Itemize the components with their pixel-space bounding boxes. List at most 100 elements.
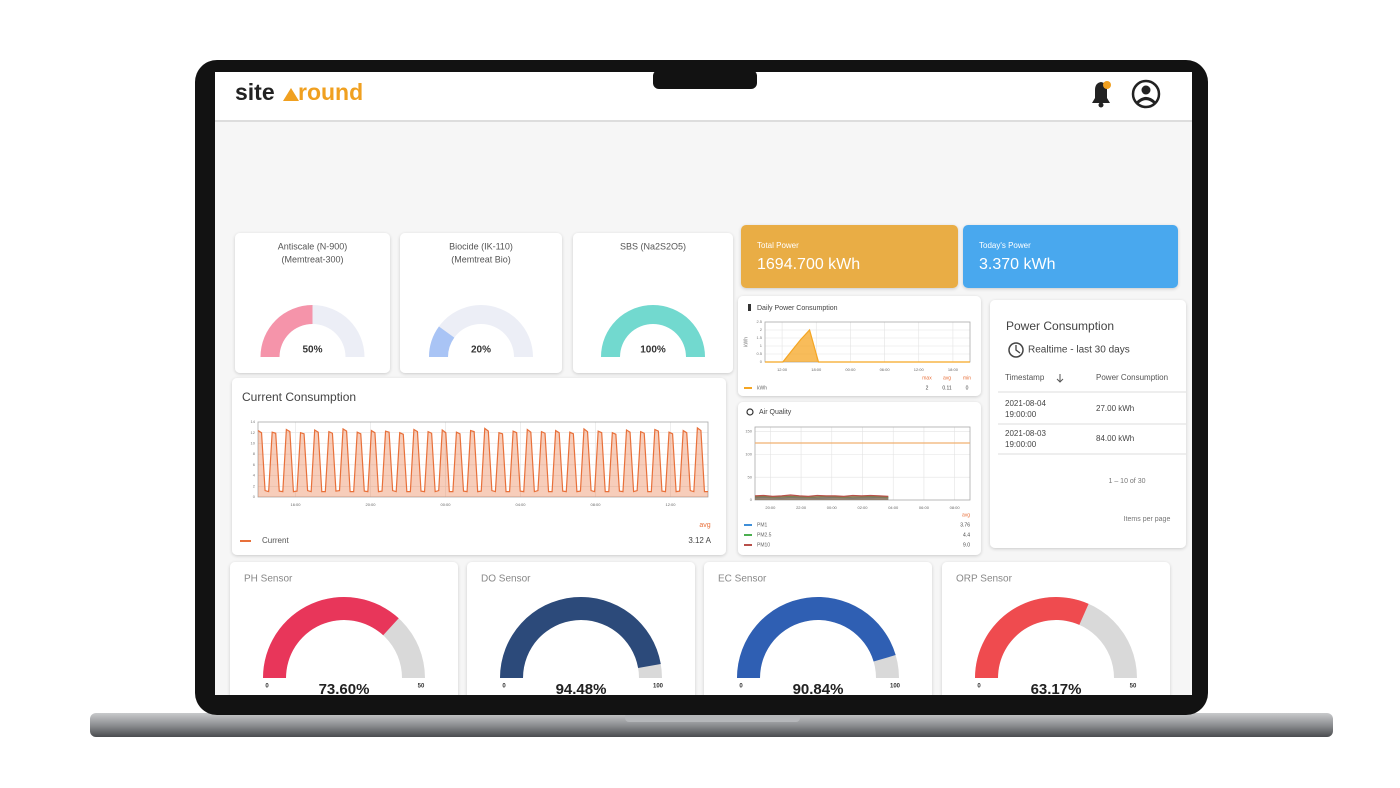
cell: 19:00:00 — [1005, 440, 1037, 449]
y-tick-label: 0 — [760, 359, 763, 364]
power-card-value: 3.370 kWh — [979, 256, 1055, 273]
y-tick-label: 50 — [748, 474, 753, 479]
clock-icon — [1008, 342, 1024, 358]
gauge-value — [500, 596, 661, 678]
y-tick-label: 0 — [750, 497, 753, 502]
y-tick-label: 4 — [253, 473, 256, 478]
legend-label: PM10 — [757, 542, 770, 548]
legend-value: 9.0 — [963, 542, 970, 548]
scale-max: 100 — [653, 684, 664, 690]
card — [741, 225, 958, 288]
account-button[interactable] — [1131, 79, 1161, 109]
gauge-title: Biocide (IK-110) — [449, 241, 513, 251]
stat-value: 0 — [966, 385, 969, 391]
gauge-value-label: 100% — [640, 345, 666, 356]
x-tick-label: 00:00 — [845, 367, 856, 372]
laptop-notch — [625, 713, 800, 722]
x-tick-label: 08:00 — [950, 505, 961, 510]
legend-label: PM2.5 — [757, 532, 772, 538]
x-tick-label: 04:00 — [888, 505, 899, 510]
scale-max: 50 — [1130, 684, 1137, 690]
scale-max: 50 — [418, 684, 425, 690]
line — [257, 426, 708, 493]
y-tick-label: 150 — [745, 429, 752, 434]
x-tick-label: 18:00 — [811, 367, 822, 372]
y-tick-label: 0.5 — [756, 351, 762, 356]
y-tick-label: 14 — [251, 419, 256, 424]
gauge-title: (Memtreat Bio) — [451, 254, 511, 264]
y-tick-label: 2 — [253, 483, 256, 488]
x-tick-label: 12:00 — [665, 502, 676, 507]
cell: 19:00:00 — [1005, 410, 1037, 419]
sensor-value-label: 63.17% — [1031, 681, 1082, 698]
power-card-value: 1694.700 kWh — [757, 256, 860, 273]
y-tick-label: 12 — [251, 430, 256, 435]
y-tick-label: 100 — [745, 451, 752, 456]
y-tick-label: 2.5 — [756, 319, 762, 324]
gauge-value — [263, 597, 399, 678]
account-body — [1135, 97, 1157, 105]
y-tick-label: 0 — [253, 494, 256, 499]
sensor-title: EC Sensor — [718, 574, 767, 585]
x-tick-label: 00:00 — [440, 502, 451, 507]
brand-icon — [283, 88, 299, 101]
x-tick-label: 20:00 — [365, 502, 376, 507]
y-tick-label: 2 — [760, 327, 763, 332]
gauge-title: SBS (Na2S2O5) — [620, 241, 686, 251]
gauge-title: (Memtreat-300) — [281, 254, 343, 264]
legend-value: 3.76 — [960, 522, 970, 528]
line — [765, 328, 970, 363]
legend-value: 4.4 — [963, 532, 970, 538]
brand-site: site — [235, 79, 275, 105]
sensor-title: DO Sensor — [481, 574, 531, 585]
power-card-label: Total Power — [757, 241, 799, 250]
gauge-value — [601, 305, 705, 357]
y-tick-label: 1 — [760, 343, 763, 348]
column-header: Power Consumption — [1096, 373, 1168, 382]
power-card-label: Today's Power — [979, 241, 1031, 250]
scale-min: 0 — [739, 684, 743, 690]
gauge-value — [736, 596, 896, 678]
cell: 27.00 kWh — [1096, 404, 1134, 413]
y-tick-label: 10 — [251, 440, 256, 445]
gauge-value — [975, 596, 1089, 678]
gauge-value-label: 50% — [302, 345, 322, 356]
sort-arrow — [1056, 374, 1064, 383]
card — [738, 402, 981, 555]
pagination: 1 – 10 of 30 — [1109, 478, 1146, 485]
legend-label: Current — [262, 536, 289, 545]
x-tick-label: 02:00 — [857, 505, 868, 510]
items-per-page: Items per page — [1124, 516, 1171, 523]
legend-label: PM1 — [757, 522, 768, 528]
stat-header: avg — [699, 522, 710, 529]
x-tick-label: 00:00 — [827, 505, 838, 510]
gauge-value-label: 20% — [471, 345, 491, 356]
notification-button[interactable] — [1092, 81, 1111, 108]
brand-round: round — [298, 79, 363, 105]
x-tick-label: 12:00 — [914, 367, 925, 372]
x-tick-label: 06:00 — [919, 505, 930, 510]
bell-clapper — [1098, 102, 1104, 108]
x-tick-label: 12:00 — [777, 367, 788, 372]
y-tick-label: 8 — [253, 451, 256, 456]
x-tick-label: 08:00 — [590, 502, 601, 507]
scale-max: 100 — [890, 684, 901, 690]
stat-header: avg — [962, 512, 970, 518]
account-icon[interactable] — [1131, 79, 1161, 109]
cell: 2021-08-03 — [1005, 429, 1046, 438]
dashboard: site round Antiscale (N-900) (Memtreat-30… — [215, 72, 1192, 698]
x-tick-label: 06:00 — [880, 367, 891, 372]
x-tick-label: 18:00 — [948, 367, 959, 372]
gauge-title: Antiscale (N-900) — [278, 241, 348, 251]
laptop-base — [90, 713, 1333, 737]
stat-header: avg — [943, 375, 951, 381]
chart-title: Air Quality — [759, 409, 792, 416]
plot-frame — [257, 421, 709, 498]
cell: 84.00 kWh — [1096, 434, 1134, 443]
chart-title: Daily Power Consumption — [757, 305, 838, 312]
legend-label: kWh — [757, 385, 767, 391]
gauge-track — [429, 305, 533, 357]
line — [754, 494, 889, 497]
area — [755, 494, 889, 500]
stat-value: 2 — [926, 385, 929, 391]
